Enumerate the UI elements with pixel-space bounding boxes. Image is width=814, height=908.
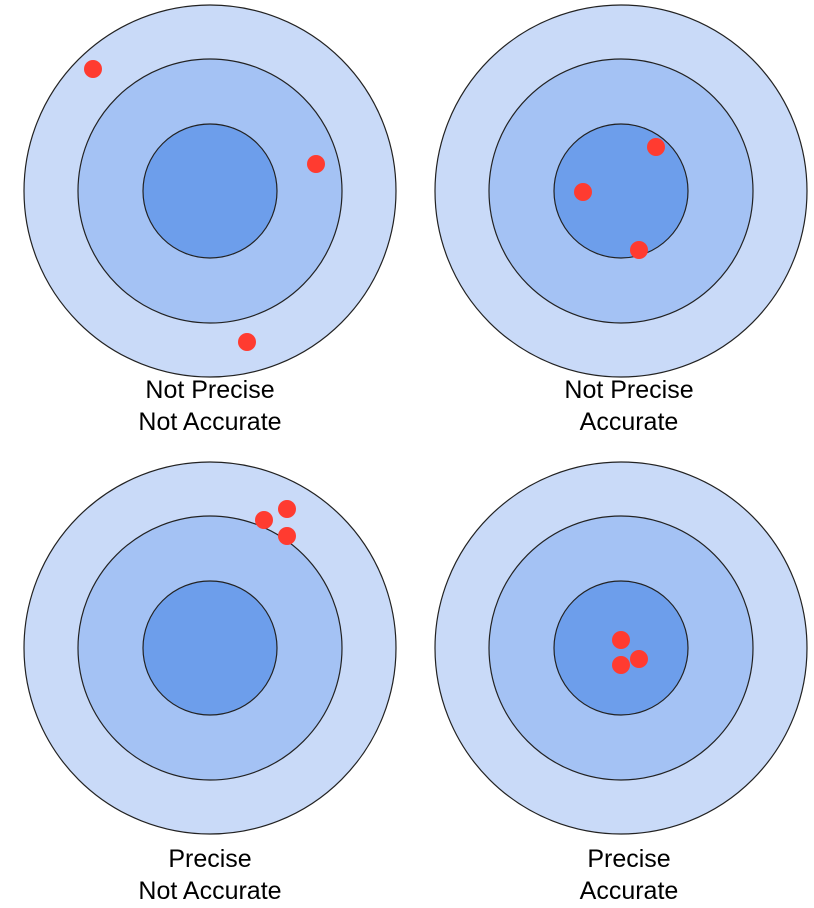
- caption-line-accuracy: Accurate: [579, 408, 679, 436]
- caption-not-precise-not-accurate: Not Precise Not Accurate: [60, 374, 360, 438]
- caption-line-accuracy: Not Accurate: [138, 877, 282, 905]
- target-not-precise-not-accurate: [23, 4, 397, 378]
- caption-precise-accurate: Precise Accurate: [479, 843, 779, 907]
- caption-line-precision: Precise: [168, 845, 252, 873]
- shot-mark: [238, 333, 256, 351]
- shot-mark: [630, 650, 648, 668]
- shot-mark: [278, 500, 296, 518]
- target-precise-accurate: [434, 461, 808, 835]
- caption-line-accuracy: Accurate: [579, 877, 679, 905]
- caption-line-accuracy: Not Accurate: [138, 408, 282, 436]
- caption-line-precision: Precise: [587, 845, 671, 873]
- caption-line-precision: Not Precise: [564, 376, 694, 404]
- shot-mark: [647, 138, 665, 156]
- shot-mark: [84, 60, 102, 78]
- bullseye: [142, 580, 278, 716]
- bullseye: [553, 123, 689, 259]
- shot-mark: [630, 241, 648, 259]
- shot-mark: [612, 656, 630, 674]
- target-precise-not-accurate: [23, 461, 397, 835]
- caption-precise-not-accurate: Precise Not Accurate: [60, 843, 360, 907]
- shot-mark: [255, 511, 273, 529]
- shot-mark: [307, 155, 325, 173]
- caption-line-precision: Not Precise: [145, 376, 275, 404]
- shot-mark: [612, 631, 630, 649]
- shot-mark: [574, 183, 592, 201]
- target-not-precise-accurate: [434, 4, 808, 378]
- caption-not-precise-accurate: Not Precise Accurate: [479, 374, 779, 438]
- bullseye: [142, 123, 278, 259]
- shot-mark: [278, 527, 296, 545]
